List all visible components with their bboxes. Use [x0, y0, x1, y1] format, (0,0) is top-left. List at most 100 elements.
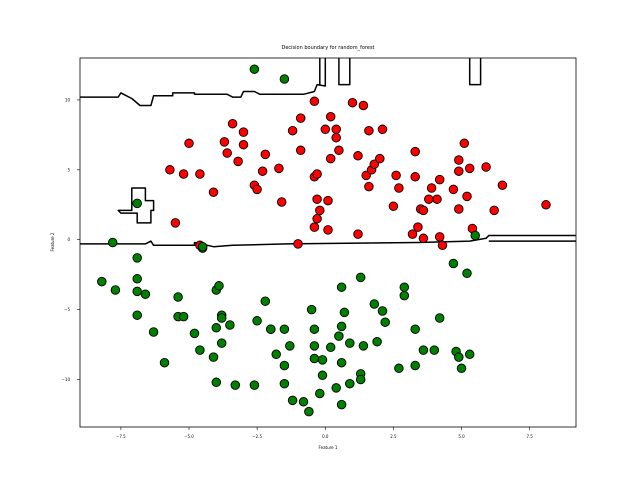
data-point-0-10 [238, 127, 249, 137]
data-point-0-71 [541, 200, 551, 210]
data-point-0-44 [375, 153, 385, 164]
data-point-0-48 [394, 183, 404, 193]
data-point-0-58 [434, 232, 445, 242]
data-point-0-65 [462, 191, 472, 202]
data-point-0-9 [233, 156, 243, 167]
data-point-1-2 [132, 198, 142, 209]
data-point-0-37 [358, 100, 369, 111]
data-point-1-52 [334, 331, 344, 341]
plot-frame [79, 57, 577, 428]
data-point-0-30 [320, 124, 331, 135]
x-ticks: −7.5 −5.0 −2.5 0.0 2.5 5.0 7.5 [116, 427, 533, 439]
data-point-0-61 [454, 155, 464, 165]
data-point-1-6 [97, 276, 107, 287]
data-point-0-7 [227, 118, 238, 129]
data-point-1-34 [271, 349, 281, 360]
data-point-0-25 [315, 205, 325, 216]
data-point-0-0 [165, 165, 175, 175]
data-point-0-4 [208, 187, 219, 197]
x-tick-label: 5.0 [458, 434, 465, 439]
data-point-1-58 [345, 378, 355, 389]
data-point-0-40 [364, 181, 374, 192]
data-point-1-20 [208, 352, 219, 362]
data-point-1-63 [369, 299, 380, 309]
data-point-1-57 [345, 338, 355, 348]
data-point-0-62 [454, 166, 464, 176]
data-point-1-17 [178, 311, 189, 322]
x-tick-label: 0.0 [322, 434, 329, 439]
data-point-1-12 [132, 310, 142, 320]
data-point-1-43 [309, 341, 320, 351]
data-point-0-18 [287, 125, 298, 136]
data-point-1-40 [298, 397, 309, 407]
data-point-0-17 [276, 197, 287, 207]
data-point-0-24 [312, 194, 322, 204]
y-tick-label: 10 [65, 97, 71, 102]
data-point-1-69 [410, 324, 420, 334]
data-point-0-43 [369, 159, 380, 169]
data-point-1-23 [211, 323, 222, 333]
data-point-0-34 [325, 153, 336, 164]
decision-boundary-layer [80, 58, 576, 248]
data-point-0-2 [178, 169, 189, 179]
x-axis-label: Feature 1 [319, 445, 338, 450]
data-point-1-65 [377, 306, 388, 316]
data-point-0-75 [424, 194, 434, 204]
data-point-1-3 [107, 237, 118, 248]
data-point-1-80 [410, 360, 420, 371]
data-point-1-72 [434, 313, 445, 323]
data-point-0-69 [489, 205, 499, 216]
data-point-0-6 [219, 137, 230, 147]
data-point-1-30 [249, 380, 260, 390]
data-point-1-32 [252, 316, 262, 326]
data-point-0-28 [323, 195, 333, 206]
data-point-1-77 [462, 268, 472, 279]
x-tick-label: 7.5 [526, 434, 533, 439]
data-point-1-59 [355, 272, 366, 283]
data-point-1-76 [456, 363, 467, 374]
data-point-1-82 [266, 324, 276, 334]
data-point-0-45 [377, 124, 388, 135]
data-point-0-41 [364, 125, 374, 136]
data-point-0-50 [410, 172, 420, 182]
data-point-0-5 [170, 218, 181, 228]
data-point-0-53 [407, 229, 418, 239]
data-point-1-38 [285, 341, 295, 351]
data-point-1-18 [189, 328, 200, 339]
data-point-0-46 [391, 170, 401, 181]
data-point-1-62 [358, 341, 369, 351]
data-point-0-55 [426, 183, 437, 193]
data-point-1-56 [336, 399, 347, 410]
data-point-0-59 [437, 240, 448, 251]
data-point-1-49 [325, 342, 336, 353]
data-point-1-48 [317, 370, 328, 381]
y-tick-label: 0 [67, 237, 70, 242]
y-tick-label: −10 [62, 377, 71, 382]
data-point-0-76 [418, 205, 429, 216]
data-point-0-38 [353, 151, 363, 161]
data-point-1-67 [394, 363, 404, 374]
data-point-0-31 [325, 111, 336, 122]
data-point-1-71 [429, 345, 440, 355]
data-point-0-57 [434, 174, 445, 185]
data-point-1-15 [173, 292, 183, 302]
chart-title: Decision boundary for random_forest [281, 45, 374, 51]
data-point-0-15 [260, 149, 271, 160]
data-point-0-63 [454, 204, 464, 214]
data-point-0-29 [323, 225, 333, 235]
data-point-0-60 [448, 184, 459, 195]
data-point-0-70 [497, 180, 508, 190]
data-point-1-0 [249, 64, 260, 74]
data-point-0-3 [195, 169, 205, 179]
data-point-0-33 [331, 132, 341, 143]
x-tick-label: −7.5 [116, 434, 126, 439]
decision-boundary-segment-3 [468, 58, 482, 86]
data-point-1-36 [279, 360, 290, 371]
decision-boundary-segment-4 [117, 187, 155, 224]
data-point-1-78 [464, 349, 475, 360]
data-point-1-5 [197, 241, 208, 252]
x-tick-label: −5.0 [184, 434, 194, 439]
data-point-1-8 [132, 253, 142, 263]
data-point-1-28 [211, 377, 222, 388]
data-point-0-20 [295, 145, 306, 156]
